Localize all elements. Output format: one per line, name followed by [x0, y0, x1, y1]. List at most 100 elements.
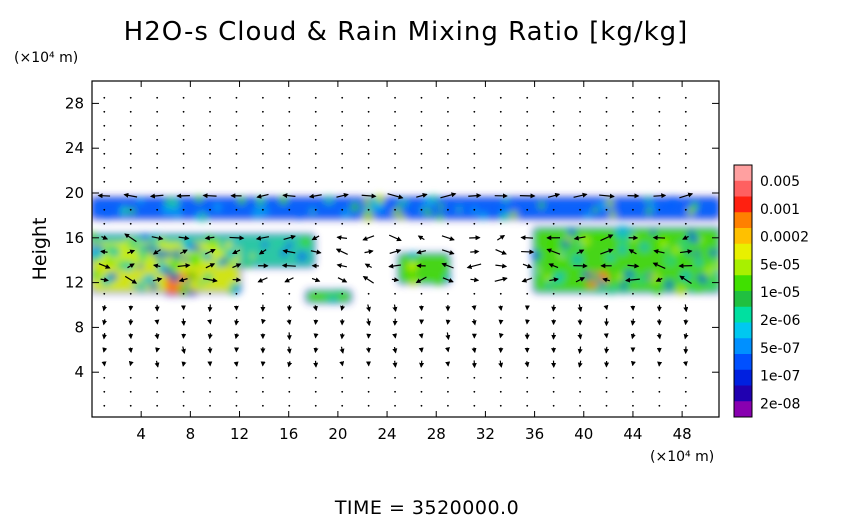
x-axis: 4 8 12 16 20 24 28 32 36 40 44 48 — [136, 81, 692, 443]
wind-vector-dot — [658, 404, 661, 407]
x-axis-unit: (×10⁴ m) — [650, 449, 714, 465]
wind-vector-dot — [552, 124, 555, 127]
wind-vector-dot — [447, 222, 449, 225]
wind-vector — [577, 360, 583, 368]
wind-vector-dot — [156, 96, 159, 99]
field-speckle — [426, 275, 433, 282]
wind-vector-dot — [261, 390, 264, 393]
wind-vector-dot — [235, 96, 238, 99]
wind-vector — [442, 277, 454, 283]
field-speckle — [663, 279, 675, 291]
wind-vector — [653, 193, 667, 199]
x-tick-label: 20 — [328, 425, 347, 443]
wind-vector-dot — [394, 208, 396, 211]
wind-vector-dot — [658, 292, 661, 295]
field-speckle — [285, 241, 294, 250]
wind-vector-dot — [314, 166, 317, 169]
wind-vector-dot — [103, 124, 106, 127]
wind-vector-dot — [499, 180, 502, 183]
wind-vector-dot — [684, 166, 687, 169]
wind-vector — [123, 192, 138, 198]
wind-vector — [441, 262, 454, 269]
wind-vector-dot — [579, 222, 581, 225]
wind-vector-dot — [552, 292, 555, 295]
wind-vector-dot — [658, 180, 661, 183]
wind-vector — [203, 277, 218, 283]
wind-vector-dot — [499, 208, 502, 211]
wind-vector — [177, 263, 191, 269]
x-tick-label: 4 — [136, 425, 146, 443]
wind-vector-dot — [314, 96, 317, 99]
wind-vector-dot — [129, 222, 132, 225]
x-tick-label: 48 — [673, 425, 692, 443]
wind-vector-dot — [182, 222, 185, 225]
wind-vector — [179, 249, 188, 255]
wind-vector-dot — [129, 166, 132, 169]
wind-vector — [575, 277, 586, 283]
field-speckle — [323, 293, 333, 302]
wind-vector-dot — [632, 152, 634, 155]
wind-vector — [339, 361, 345, 367]
mixing-ratio-field — [92, 193, 719, 305]
wind-vector — [181, 318, 187, 327]
wind-vector-dot — [209, 96, 211, 99]
wind-vector-dot — [447, 124, 449, 127]
wind-vector — [311, 277, 321, 283]
field-speckle — [296, 213, 303, 221]
wind-vector-dot — [209, 180, 211, 183]
x-tick-label: 36 — [525, 425, 544, 443]
wind-vector-dot — [658, 124, 661, 127]
wind-vector — [98, 263, 111, 269]
wind-vector-dot — [552, 180, 555, 183]
wind-vector-dot — [447, 180, 449, 183]
field-speckle — [335, 289, 342, 296]
wind-vector-dot — [261, 124, 264, 127]
wind-vector-dot — [261, 96, 264, 99]
wind-vector-dot — [182, 110, 185, 113]
wind-vector — [653, 249, 665, 254]
wind-vector — [683, 319, 689, 326]
wind-vector-dot — [473, 208, 476, 211]
wind-vector-dot — [658, 376, 661, 379]
wind-vector-dot — [156, 222, 159, 225]
wind-vector-dot — [261, 110, 264, 113]
field-speckle — [428, 193, 439, 204]
wind-vector — [178, 277, 188, 283]
wind-vector — [261, 318, 266, 325]
wind-vector — [466, 263, 482, 269]
wind-vector-dot — [684, 96, 687, 99]
x-tick-label: 8 — [186, 425, 196, 443]
wind-vector-dot — [394, 180, 396, 183]
wind-vector-dot — [129, 96, 132, 99]
wind-vector-dot — [473, 138, 476, 141]
wind-vector — [498, 332, 504, 339]
x-tick-label: 40 — [574, 425, 593, 443]
wind-vector-dot — [156, 180, 159, 183]
field-speckle — [309, 207, 316, 215]
wind-vector-dot — [473, 110, 476, 113]
field-speckle — [137, 243, 147, 254]
wind-vector-dot — [420, 180, 423, 183]
wind-vector — [600, 248, 614, 255]
field-speckle — [437, 203, 445, 211]
wind-vector-dot — [579, 208, 581, 211]
wind-vector-dot — [447, 404, 449, 407]
wind-vector-dot — [658, 138, 661, 141]
wind-vector — [470, 277, 480, 283]
wind-vector-dot — [658, 96, 661, 99]
wind-vector-dot — [499, 152, 502, 155]
wind-vector — [313, 347, 319, 354]
wind-vector-dot — [394, 222, 396, 225]
wind-vector-dot — [103, 390, 106, 393]
wind-vector-dot — [367, 376, 370, 379]
field-speckle — [391, 208, 401, 218]
field-speckle — [553, 274, 565, 286]
wind-vector-dot — [579, 390, 581, 393]
field-speckle — [296, 250, 308, 263]
wind-vector-dot — [394, 110, 396, 113]
field-speckle — [649, 229, 657, 236]
wind-vector-dot — [209, 208, 211, 211]
wind-vector-dot — [156, 166, 159, 169]
field-speckle — [275, 238, 285, 248]
wind-vector-dot — [261, 208, 264, 211]
